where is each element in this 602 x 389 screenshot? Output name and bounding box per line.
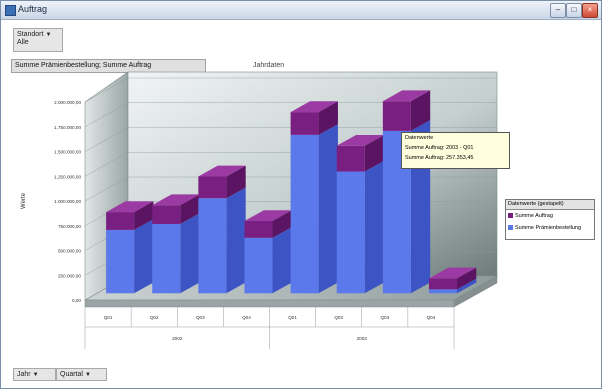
chart-floor-edge-side	[453, 275, 498, 308]
x-tick-label: Q04	[242, 315, 251, 320]
x-tick-label: Q02	[150, 315, 159, 320]
bar-auftrag	[198, 176, 227, 199]
y-tick-label: 2.000.000,00	[54, 100, 81, 105]
bar-side-praemie	[272, 227, 292, 294]
y-tick-label: 750.000,00	[58, 224, 81, 229]
x-tick-label: Q03	[196, 315, 205, 320]
bar-auftrag	[106, 212, 135, 230]
chart-title: Jahrdaten	[253, 62, 285, 69]
y-gridline	[84, 77, 129, 103]
filter-field-standort[interactable]: Standort ▼ Alle	[13, 28, 63, 52]
bar-auftrag	[382, 101, 411, 131]
x-tick-label: Q01	[288, 315, 297, 320]
bar-side-auftrag	[410, 90, 431, 131]
bar-side-auftrag	[364, 134, 385, 172]
bar-auftrag	[336, 145, 365, 172]
row-field-label: Quartal	[60, 371, 83, 378]
filter-field-value: Alle	[17, 39, 29, 46]
data-tooltip: Datenwerte Summe Auftrag: 2003 - Q01 Sum…	[401, 132, 510, 169]
y-tick-label: 250.000,00	[58, 273, 81, 278]
app-icon	[5, 5, 16, 16]
bar-side-praemie	[180, 213, 200, 294]
x-tick-label: Q04	[427, 315, 436, 320]
y-tick-label: 1.000.000,00	[54, 199, 81, 204]
bar-praemie	[106, 229, 135, 294]
row-field-quartal[interactable]: Quartal ▼	[56, 368, 107, 381]
y-tick-label: 500.000,00	[58, 249, 81, 254]
legend-item-label: Summe Prämienbestellung	[515, 225, 582, 231]
bar-side-praemie	[364, 160, 385, 294]
bar-praemie	[152, 223, 181, 294]
bar-top-auftrag	[152, 194, 200, 206]
bar-auftrag	[152, 205, 181, 224]
bar-side-auftrag	[180, 194, 200, 224]
data-fields-bar[interactable]: Summe Prämienbestellung; Summe Auftrag	[11, 59, 206, 73]
bar-top-auftrag	[382, 90, 431, 102]
bar-auftrag	[244, 221, 273, 238]
bar-top-auftrag	[244, 210, 292, 222]
x-tick-label: Q02	[334, 315, 343, 320]
legend-item-praemie: Summe Prämienbestellung	[506, 222, 594, 234]
dropdown-arrow-icon: ▼	[84, 372, 91, 378]
tooltip-line-2: Summe Auftrag: 2003 - Q01	[405, 145, 474, 151]
y-tick-label: 1.750.000,00	[54, 125, 81, 130]
bar-side-auftrag	[272, 210, 292, 238]
y-tick-label: 1.500.000,00	[54, 150, 81, 155]
legend-swatch-icon	[508, 213, 513, 219]
bar-side-praemie	[226, 187, 246, 294]
bar-praemie	[244, 237, 273, 294]
bar-side-praemie	[318, 124, 338, 294]
bar-side-auftrag	[456, 267, 477, 290]
dropdown-arrow-icon: ▼	[32, 372, 39, 378]
y-tick-label: 0,00	[72, 298, 81, 303]
bar-side-auftrag	[134, 201, 154, 230]
x-group-label: 2003	[357, 336, 368, 341]
bar-side-praemie	[134, 219, 154, 294]
y-gridline	[84, 152, 129, 177]
y-gridline	[84, 102, 129, 127]
bar-top-auftrag	[198, 165, 246, 177]
bar-side-auftrag	[226, 165, 246, 199]
window-title: Auftrag	[18, 4, 48, 14]
bar-praemie	[336, 171, 365, 294]
maximize-button[interactable]: □	[566, 3, 582, 18]
filter-field-label: Standort	[17, 31, 44, 38]
y-tick-label: 1.250.000,00	[54, 174, 81, 179]
x-tick-label: Q01	[104, 315, 113, 320]
tooltip-line-3: Summe Auftrag: 257.353,45	[405, 155, 474, 161]
title-bar: Auftrag – □ ×	[1, 1, 601, 20]
bar-top-auftrag	[106, 201, 154, 213]
y-axis-label: Werte	[21, 192, 27, 209]
x-group-label: 2002	[172, 336, 183, 341]
bar-side-auftrag	[318, 101, 338, 135]
bar-side-praemie	[456, 278, 477, 294]
y-gridline	[84, 127, 129, 152]
minimize-button[interactable]: –	[550, 3, 566, 18]
x-tick-label: Q03	[380, 315, 389, 320]
dropdown-arrow-icon: ▼	[45, 32, 52, 38]
bar-praemie	[290, 134, 319, 294]
bar-auftrag	[428, 278, 457, 290]
chart-legend: Datenwerte (gestapelt) Summe Auftrag Sum…	[505, 199, 595, 240]
legend-item-auftrag: Summe Auftrag	[506, 210, 594, 222]
tooltip-line-1: Datenwerte	[405, 135, 434, 141]
row-field-jahr[interactable]: Jahr ▼	[13, 368, 56, 381]
close-button[interactable]: ×	[582, 3, 598, 18]
legend-header[interactable]: Datenwerte (gestapelt)	[506, 200, 594, 210]
legend-item-label: Summe Auftrag	[515, 213, 553, 219]
legend-swatch-icon	[508, 225, 513, 231]
bar-top-auftrag	[290, 101, 338, 113]
bar-praemie	[428, 289, 457, 294]
bar-top-auftrag	[428, 267, 477, 279]
bar-praemie	[198, 198, 227, 294]
row-field-label: Jahr	[17, 371, 31, 378]
chart-floor-edge	[84, 299, 455, 308]
bar-top-auftrag	[336, 134, 385, 146]
bar-auftrag	[290, 112, 319, 135]
y-gridline	[84, 176, 129, 202]
